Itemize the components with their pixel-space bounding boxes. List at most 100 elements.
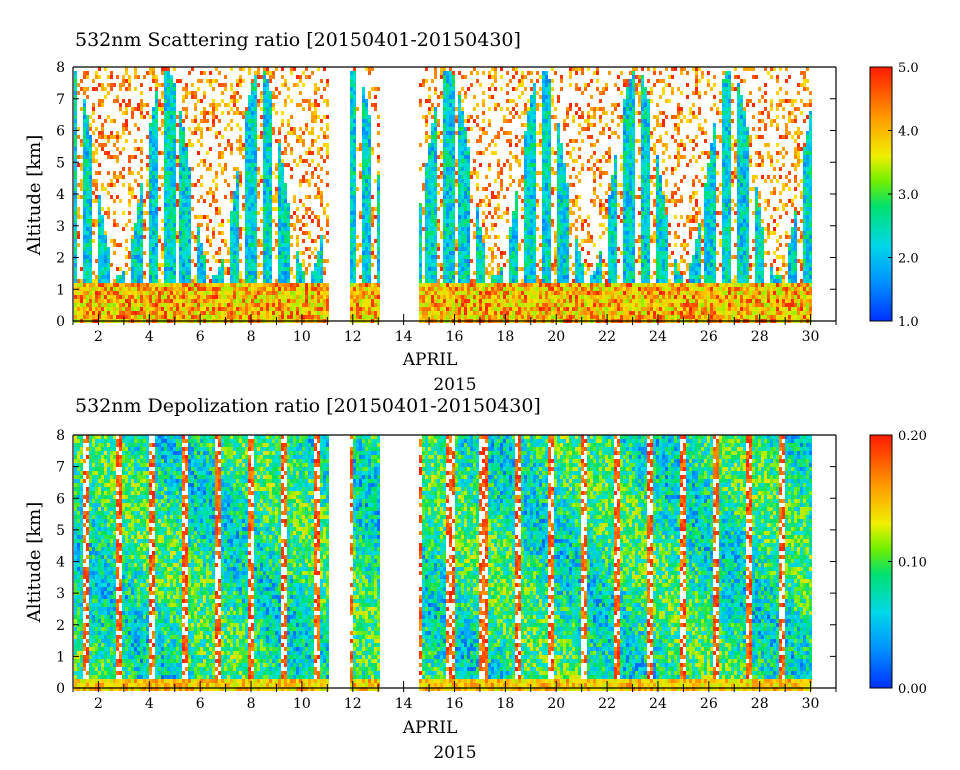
heatmap-cell bbox=[359, 215, 362, 219]
heatmap-cell bbox=[278, 215, 281, 219]
heatmap-cell bbox=[452, 299, 455, 303]
heatmap-cell bbox=[191, 231, 194, 235]
heatmap-cell bbox=[98, 307, 101, 311]
heatmap-cell bbox=[161, 119, 164, 123]
heatmap-cell bbox=[83, 299, 86, 303]
heatmap-cell bbox=[326, 287, 329, 291]
heatmap-cell bbox=[461, 131, 464, 135]
heatmap-cell bbox=[446, 271, 449, 275]
heatmap-cell bbox=[431, 179, 434, 183]
heatmap-cell bbox=[281, 199, 284, 203]
heatmap-cell bbox=[215, 107, 218, 111]
heatmap-cell bbox=[176, 183, 179, 187]
heatmap-cell bbox=[83, 183, 86, 187]
heatmap-cell bbox=[74, 199, 77, 203]
heatmap-cell bbox=[284, 103, 287, 107]
heatmap-cell bbox=[266, 67, 269, 71]
heatmap-cell bbox=[281, 163, 284, 167]
heatmap-cell bbox=[263, 115, 266, 119]
heatmap-cell bbox=[449, 87, 452, 91]
heatmap-cell bbox=[323, 267, 326, 271]
heatmap-cell bbox=[185, 115, 188, 119]
heatmap-cell bbox=[467, 199, 470, 203]
heatmap-cell bbox=[260, 299, 263, 303]
heatmap-cell bbox=[170, 215, 173, 219]
heatmap-cell bbox=[164, 299, 167, 303]
heatmap-cell bbox=[155, 263, 158, 267]
heatmap-cell bbox=[470, 283, 473, 287]
heatmap-cell bbox=[251, 107, 254, 111]
heatmap-cell bbox=[92, 307, 95, 311]
heatmap-cell bbox=[245, 239, 248, 243]
heatmap-cell bbox=[149, 283, 152, 287]
heatmap-cell bbox=[212, 107, 215, 111]
heatmap-cell bbox=[140, 167, 143, 171]
heatmap-cell bbox=[362, 103, 365, 107]
heatmap-cell bbox=[365, 199, 368, 203]
heatmap-cell bbox=[452, 211, 455, 215]
heatmap-cell bbox=[140, 115, 143, 119]
heatmap-cell bbox=[212, 275, 215, 279]
heatmap-cell bbox=[209, 111, 212, 115]
heatmap-cell bbox=[320, 195, 323, 199]
heatmap-cell bbox=[326, 259, 329, 263]
heatmap-cell bbox=[446, 179, 449, 183]
heatmap-cell bbox=[74, 123, 77, 127]
heatmap-cell bbox=[470, 83, 473, 87]
heatmap-cell bbox=[260, 283, 263, 287]
heatmap-cell bbox=[365, 107, 368, 111]
heatmap-cell bbox=[185, 107, 188, 111]
heatmap-cell bbox=[506, 299, 509, 303]
heatmap-cell bbox=[170, 207, 173, 211]
heatmap-cell bbox=[248, 139, 251, 143]
heatmap-cell bbox=[290, 115, 293, 119]
heatmap-cell bbox=[182, 167, 185, 171]
heatmap-cell bbox=[473, 159, 476, 163]
heatmap-cell bbox=[233, 303, 236, 307]
heatmap-cell bbox=[254, 203, 257, 207]
heatmap-cell bbox=[188, 235, 191, 239]
heatmap-cell bbox=[311, 219, 314, 223]
heatmap-cell bbox=[287, 119, 290, 123]
heatmap-cell bbox=[275, 163, 278, 167]
heatmap-cell bbox=[467, 195, 470, 199]
heatmap-cell bbox=[221, 275, 224, 279]
heatmap-cell bbox=[74, 131, 77, 135]
heatmap-cell bbox=[203, 275, 206, 279]
heatmap-cell bbox=[119, 311, 122, 315]
heatmap-cell bbox=[272, 247, 275, 251]
heatmap-cell bbox=[350, 75, 353, 79]
heatmap-cell bbox=[137, 295, 140, 299]
heatmap-cell bbox=[236, 223, 239, 227]
heatmap-cell bbox=[119, 151, 122, 155]
heatmap-cell bbox=[428, 107, 431, 111]
heatmap-cell bbox=[425, 239, 428, 243]
heatmap-cell bbox=[422, 315, 425, 319]
heatmap-cell bbox=[449, 163, 452, 167]
heatmap-cell bbox=[374, 255, 377, 259]
heatmap-cell bbox=[86, 115, 89, 119]
heatmap-cell bbox=[482, 99, 485, 103]
heatmap-cell bbox=[284, 199, 287, 203]
heatmap-cell bbox=[461, 199, 464, 203]
heatmap-cell bbox=[350, 163, 353, 167]
heatmap-cell bbox=[374, 87, 377, 91]
heatmap-cell bbox=[173, 203, 176, 207]
heatmap-cell bbox=[74, 291, 77, 295]
heatmap-cell bbox=[194, 103, 197, 107]
heatmap-cell bbox=[491, 247, 494, 251]
heatmap-cell bbox=[425, 131, 428, 135]
heatmap-cell bbox=[83, 107, 86, 111]
heatmap-cell bbox=[377, 243, 380, 247]
heatmap-cell bbox=[251, 267, 254, 271]
heatmap-cell bbox=[317, 271, 320, 275]
heatmap-cell bbox=[200, 263, 203, 267]
heatmap-cell bbox=[449, 251, 452, 255]
heatmap-cell bbox=[155, 207, 158, 211]
heatmap-cell bbox=[419, 283, 422, 287]
heatmap-cell bbox=[137, 171, 140, 175]
heatmap-cell bbox=[173, 215, 176, 219]
heatmap-cell bbox=[83, 203, 86, 207]
heatmap-cell bbox=[257, 271, 260, 275]
heatmap-cell bbox=[488, 95, 491, 99]
